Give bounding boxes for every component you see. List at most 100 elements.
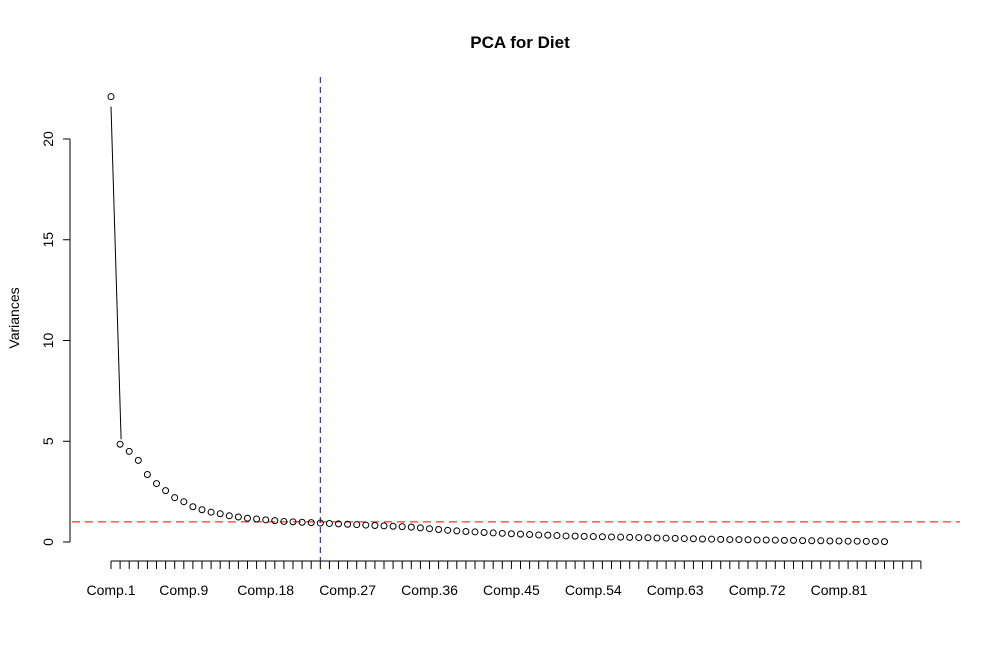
x-tick-label: Comp.18 (237, 582, 294, 598)
data-point (808, 537, 816, 545)
data-point (453, 527, 461, 535)
data-point (753, 536, 761, 544)
variance-series (107, 93, 888, 546)
y-axis-label: Variances (6, 287, 22, 348)
data-point (498, 529, 506, 537)
data-point (462, 528, 470, 536)
data-point (844, 537, 852, 545)
data-point (426, 525, 433, 533)
data-point (671, 534, 679, 542)
data-point (835, 537, 843, 545)
data-point (116, 440, 124, 448)
data-point (234, 513, 242, 521)
data-point (826, 537, 834, 545)
data-point (790, 536, 797, 544)
data-point (689, 535, 697, 543)
x-tick-label: Comp.27 (319, 582, 376, 598)
data-point (216, 510, 224, 518)
data-point (553, 532, 561, 540)
y-tick-label: 5 (40, 437, 56, 445)
data-point (307, 519, 315, 527)
data-point (407, 523, 415, 531)
y-axis: 0 5 10 15 20 (40, 131, 71, 546)
y-tick-label: 10 (40, 333, 56, 349)
data-point (562, 532, 570, 540)
data-point (371, 521, 379, 529)
data-point (871, 537, 879, 545)
x-tick-label: Comp.1 (86, 582, 135, 598)
x-tick-label: Comp.81 (811, 582, 868, 598)
data-point (517, 530, 524, 538)
y-tick-label: 15 (40, 232, 56, 248)
data-point (444, 526, 452, 534)
data-point (189, 503, 197, 511)
data-point (662, 534, 670, 542)
data-point (780, 536, 788, 544)
data-point (771, 536, 779, 544)
data-point (744, 536, 752, 544)
data-point (489, 529, 497, 537)
x-axis: Comp.1 Comp.9 Comp.18 Comp.27 Comp.36 Comp.45… (86, 560, 922, 598)
data-point (180, 498, 188, 506)
data-point (398, 523, 406, 531)
data-point (325, 519, 333, 527)
data-point (799, 537, 807, 545)
data-point (762, 536, 770, 544)
data-point (507, 530, 515, 538)
x-tick-label: Comp.72 (729, 582, 786, 598)
data-point (881, 538, 888, 546)
data-point (162, 487, 170, 495)
data-point (471, 528, 479, 536)
data-point (653, 534, 661, 542)
data-point (244, 514, 251, 522)
data-point (544, 531, 552, 539)
data-point (153, 480, 160, 488)
data-point (298, 518, 306, 526)
data-point (717, 535, 725, 543)
data-point (626, 533, 634, 541)
data-point (416, 524, 424, 532)
data-point (571, 532, 579, 540)
data-point (134, 456, 142, 464)
data-point (289, 518, 297, 526)
data-point (143, 470, 151, 478)
data-point (280, 517, 288, 525)
data-point (726, 536, 734, 544)
data-point (225, 512, 233, 520)
data-point (699, 535, 706, 543)
data-point (353, 521, 361, 529)
data-point (480, 529, 488, 537)
data-point (589, 533, 597, 541)
data-point (608, 533, 615, 541)
data-point (253, 515, 261, 523)
data-point (125, 447, 133, 455)
data-point (389, 522, 397, 530)
x-tick-label: Comp.9 (159, 582, 208, 598)
data-point (644, 534, 652, 542)
data-point (335, 520, 342, 528)
y-tick-label: 20 (40, 131, 56, 147)
data-point (262, 516, 270, 524)
reference-lines (72, 77, 960, 561)
data-point (617, 533, 625, 541)
data-point (207, 508, 215, 516)
data-point (316, 519, 324, 527)
data-point (598, 533, 606, 541)
chart-title: PCA for Diet (470, 33, 570, 52)
y-tick-label: 0 (40, 538, 56, 546)
data-point (362, 521, 370, 529)
connector-line (110, 106, 122, 440)
data-point (708, 535, 716, 543)
x-tick-label: Comp.36 (401, 582, 458, 598)
data-point (435, 526, 443, 534)
x-tick-label: Comp.45 (483, 582, 540, 598)
x-tick-label: Comp.54 (565, 582, 622, 598)
data-point (862, 537, 870, 545)
data-point (735, 536, 743, 544)
data-point (380, 522, 388, 530)
data-point (344, 520, 352, 528)
data-point (526, 531, 534, 539)
data-point (580, 532, 588, 540)
data-point (171, 494, 179, 502)
